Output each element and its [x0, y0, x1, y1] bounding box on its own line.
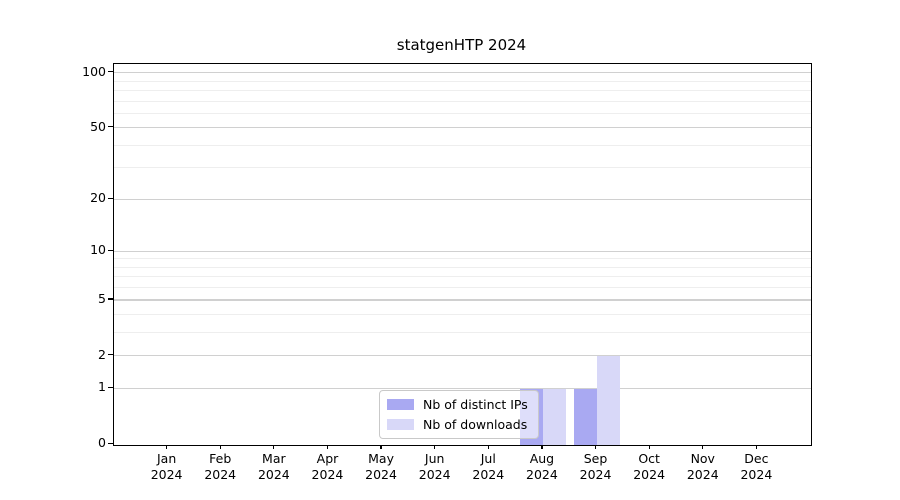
x-tick-mark	[166, 444, 168, 449]
y-tick-label: 20	[90, 190, 106, 206]
minor-gridline	[114, 144, 811, 146]
y-tick-label: 1	[98, 379, 106, 395]
legend: Nb of distinct IPs Nb of downloads	[379, 390, 539, 439]
x-tick-mark	[648, 444, 650, 449]
y-tick-mark	[108, 354, 113, 356]
x-tick-mark	[755, 444, 757, 449]
x-tick-label: Aug 2024	[526, 451, 558, 482]
y-tick-mark	[108, 249, 113, 251]
bar-nb-of-downloads-aug-2024	[542, 388, 566, 445]
x-tick-mark	[273, 444, 275, 449]
minor-gridline	[114, 89, 811, 91]
minor-gridline	[114, 80, 811, 82]
x-tick-label: Jan 2024	[150, 451, 183, 482]
y-tick-label: 50	[90, 118, 106, 134]
legend-label: Nb of downloads	[423, 416, 528, 432]
x-tick-label: Apr 2024	[311, 451, 344, 482]
legend-swatch-icon	[387, 399, 414, 411]
x-tick-label: Jul 2024	[472, 451, 505, 482]
major-gridline	[114, 299, 811, 301]
major-gridline	[114, 198, 811, 200]
y-tick-mark	[108, 442, 113, 444]
minor-gridline	[114, 100, 811, 102]
minor-gridline	[114, 287, 811, 289]
major-gridline	[114, 72, 811, 74]
major-gridline	[114, 127, 811, 129]
x-tick-mark	[434, 444, 436, 449]
x-tick-label: Jun 2024	[418, 451, 451, 482]
x-tick-mark	[541, 444, 543, 449]
y-tick-label: 2	[98, 346, 106, 362]
minor-gridline	[114, 258, 811, 260]
y-tick-mark	[108, 197, 113, 199]
y-tick-mark	[108, 298, 113, 300]
x-tick-label: Nov 2024	[686, 451, 719, 482]
major-gridline	[114, 250, 811, 252]
y-tick-mark	[108, 386, 113, 389]
major-gridline	[114, 355, 811, 357]
legend-swatch-icon	[387, 418, 414, 430]
y-tick-label: 100	[82, 63, 106, 79]
x-tick-label: Feb 2024	[204, 451, 237, 482]
x-tick-label: Mar 2024	[257, 451, 290, 482]
y-tick-mark	[108, 71, 113, 73]
minor-gridline	[114, 314, 811, 316]
minor-gridline	[114, 276, 811, 278]
y-tick-label: 5	[98, 291, 106, 307]
x-tick-mark	[594, 444, 597, 449]
chart-title: statgenHTP 2024	[396, 36, 527, 54]
minor-gridline	[114, 167, 811, 169]
x-tick-label: Dec 2024	[740, 451, 773, 482]
x-tick-mark	[702, 444, 704, 449]
x-tick-mark	[326, 444, 329, 449]
y-tick-label: 0	[98, 435, 106, 451]
x-tick-mark	[219, 444, 221, 449]
x-tick-label: Sep 2024	[579, 451, 612, 482]
legend-row: Nb of distinct IPs	[387, 397, 531, 412]
x-tick-mark	[380, 444, 382, 449]
plot-area: Nb of distinct IPs Nb of downloads	[113, 63, 812, 446]
bar-nb-of-downloads-sep-2024	[596, 355, 620, 445]
minor-gridline	[114, 332, 811, 334]
minor-gridline	[114, 112, 811, 114]
legend-row: Nb of downloads	[387, 417, 531, 432]
bar-nb-of-distinct-ips-sep-2024	[573, 388, 597, 445]
x-tick-label: Oct 2024	[633, 451, 666, 482]
x-tick-mark	[487, 444, 489, 449]
y-tick-label: 10	[90, 242, 106, 258]
major-gridline	[114, 387, 811, 390]
legend-label: Nb of distinct IPs	[423, 397, 528, 413]
x-tick-label: May 2024	[365, 451, 397, 482]
y-tick-mark	[108, 126, 113, 128]
minor-gridline	[114, 266, 811, 268]
